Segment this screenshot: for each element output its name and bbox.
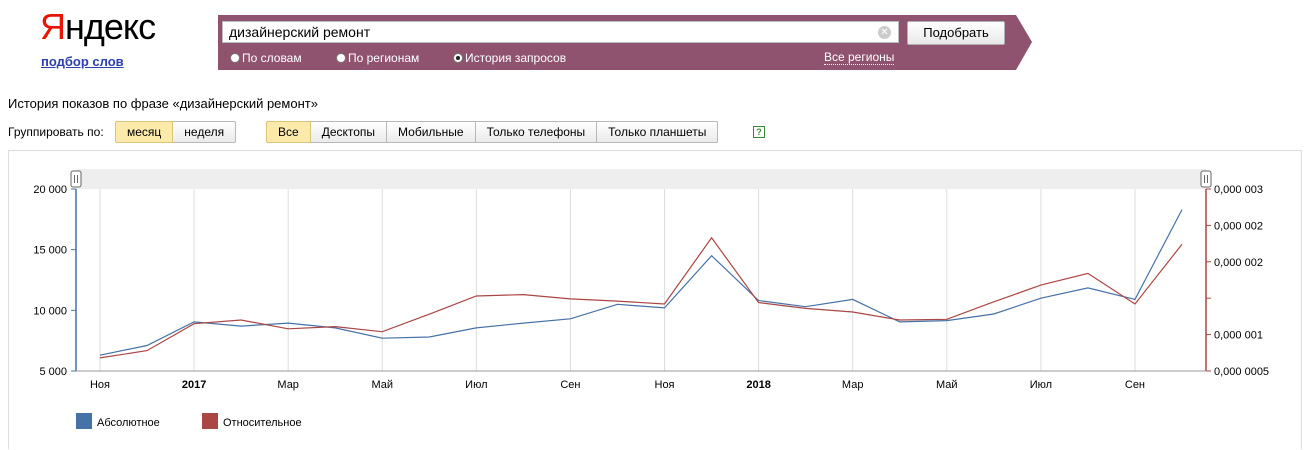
device-filter: Все Десктопы Мобильные Только телефоны Т… <box>266 121 719 143</box>
device-mobile-button[interactable]: Мобильные <box>387 121 476 143</box>
x-tick-label: Сен <box>560 379 580 391</box>
y-left-tick-label: 20 000 <box>33 184 67 196</box>
question-icon[interactable]: ? <box>753 126 765 138</box>
mode-by-words-label: По словам <box>242 51 302 65</box>
group-week-button[interactable]: неделя <box>173 121 237 143</box>
page-title: История показов по фразе «дизайнерский р… <box>8 96 318 111</box>
all-regions-link[interactable]: Все регионы <box>824 50 895 65</box>
x-tick-label: Май <box>371 379 393 391</box>
y-right-tick-label: 0,000 002 <box>1214 220 1263 232</box>
y-right-tick-label: 0,000 0005 <box>1214 366 1269 378</box>
legend-label[interactable]: Относительное <box>223 417 302 429</box>
x-tick-label: 2018 <box>746 379 770 391</box>
series-relative-line <box>99 236 1183 359</box>
x-tick-label: Ноя <box>90 379 110 391</box>
mode-by-regions[interactable]: По регионам <box>336 51 419 65</box>
mode-by-regions-label: По регионам <box>348 51 420 65</box>
mode-history-label: История запросов <box>465 51 567 65</box>
clear-icon[interactable]: ✕ <box>878 26 891 39</box>
radio-by-regions[interactable] <box>336 53 346 63</box>
x-tick-label: Мар <box>277 379 299 391</box>
search-input[interactable] <box>222 21 899 43</box>
device-tablets-button[interactable]: Только планшеты <box>597 121 719 143</box>
x-tick-label: Июл <box>1030 379 1052 391</box>
device-phones-button[interactable]: Только телефоны <box>475 121 598 143</box>
group-label: Группировать по: <box>8 125 104 139</box>
navigator-strip[interactable] <box>76 169 1206 189</box>
y-left-tick-label: 5 000 <box>39 366 67 378</box>
navigator-left-handle[interactable] <box>70 170 82 188</box>
find-button[interactable]: Подобрать <box>907 21 1005 45</box>
yandex-logo[interactable]: Яндекс <box>40 6 156 48</box>
device-all-button[interactable]: Все <box>266 121 311 143</box>
wordstat-link[interactable]: подбор слов <box>41 54 124 69</box>
y-left-tick-label: 15 000 <box>33 245 67 257</box>
logo-rest: ндекс <box>65 6 156 47</box>
y-right-tick-label: 0,000 002 <box>1214 257 1263 269</box>
mode-history[interactable]: История запросов <box>453 51 566 65</box>
x-tick-label: Ноя <box>655 379 675 391</box>
legend-label[interactable]: Абсолютное <box>97 417 160 429</box>
mode-by-words[interactable]: По словам <box>230 51 302 65</box>
y-right-tick-label: 0,000 001 <box>1214 330 1263 342</box>
group-month-button[interactable]: месяц <box>115 121 174 143</box>
group-by-toggle: месяц неделя <box>115 121 237 143</box>
radio-by-words[interactable] <box>230 53 240 63</box>
series-absolute-line <box>99 209 1183 356</box>
y-left-tick-label: 10 000 <box>33 305 67 317</box>
x-tick-label: 2017 <box>182 379 206 391</box>
history-chart: Ноя 2017 Мар Май Июл Сен Ноя 2018 Мар Май Июл Сен 5 … <box>8 150 1302 449</box>
x-tick-label: Июл <box>465 379 487 391</box>
chart-svg: Ноя 2017 Мар Май Июл Сен Ноя 2018 Мар Май Июл Сен 5 … <box>33 169 1269 429</box>
navigator-right-handle[interactable] <box>1200 170 1212 188</box>
x-tick-label: Мар <box>842 379 864 391</box>
x-tick-label: Май <box>936 379 958 391</box>
x-tick-label: Сен <box>1125 379 1145 391</box>
logo-first-letter: Я <box>40 6 66 47</box>
y-right-tick-label: 0,000 003 <box>1214 184 1263 196</box>
search-bar: ✕ Подобрать По словам По регионам Истори… <box>218 15 1032 70</box>
device-desktop-button[interactable]: Десктопы <box>310 121 388 143</box>
legend-swatch[interactable] <box>76 413 92 429</box>
legend-swatch[interactable] <box>202 413 218 429</box>
radio-history[interactable] <box>453 53 463 63</box>
